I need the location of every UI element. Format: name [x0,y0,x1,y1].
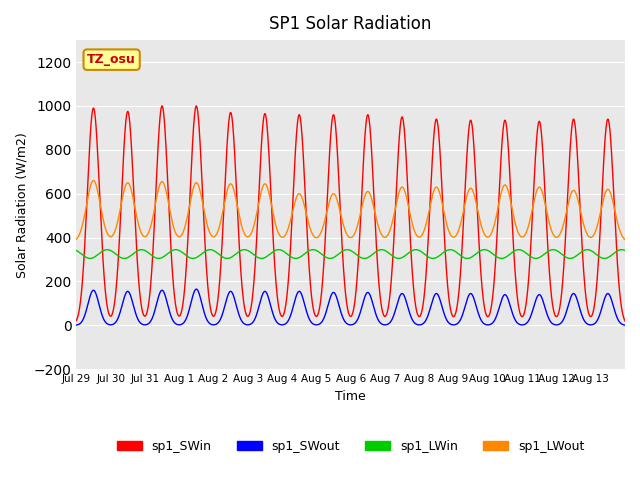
sp1_LWout [504,189,512,194]
sp1_LWin [538,253,545,259]
sp1_SWout [421,319,429,324]
sp1_SWout [504,297,512,303]
sp1_SWin [538,129,545,135]
sp1_SWin [470,136,477,142]
Line: sp1_LWout: sp1_LWout [76,180,625,240]
sp1_SWout [185,309,193,314]
sp1_SWin [72,318,80,324]
sp1_LWout [421,225,429,231]
sp1_LWin [72,248,80,253]
sp1_SWout [470,294,477,300]
sp1_LWout [90,178,97,183]
sp1_SWin [615,282,623,288]
Text: TZ_osu: TZ_osu [87,53,136,66]
sp1_LWout [72,236,80,242]
sp1_LWout [470,189,477,195]
sp1_SWout [538,294,545,300]
Line: sp1_SWin: sp1_SWin [76,106,625,321]
sp1_LWout [185,206,193,212]
sp1_LWin [615,247,623,253]
sp1_LWout [621,237,629,242]
sp1_SWin [421,285,429,290]
Title: SP1 Solar Radiation: SP1 Solar Radiation [269,15,432,33]
X-axis label: Time: Time [335,390,366,403]
Line: sp1_SWout: sp1_SWout [76,289,625,325]
Legend: sp1_SWin, sp1_SWout, sp1_LWin, sp1_LWout: sp1_SWin, sp1_SWout, sp1_LWin, sp1_LWout [112,435,589,458]
Line: sp1_LWin: sp1_LWin [76,250,625,258]
sp1_LWin [504,252,512,258]
sp1_SWout [615,318,623,324]
sp1_LWin [621,248,629,253]
sp1_SWin [158,103,166,109]
sp1_LWin [618,247,625,252]
sp1_SWout [621,322,629,328]
Y-axis label: Solar Radiation (W/m2): Solar Radiation (W/m2) [15,132,28,277]
sp1_LWin [86,255,94,261]
sp1_LWout [538,187,545,192]
sp1_LWin [421,252,429,257]
sp1_LWout [615,225,623,231]
sp1_SWin [504,146,512,152]
sp1_LWin [185,254,193,260]
sp1_SWout [72,322,80,328]
sp1_SWout [193,286,200,292]
sp1_SWin [621,318,629,324]
sp1_LWin [470,253,477,259]
sp1_SWin [185,218,193,224]
